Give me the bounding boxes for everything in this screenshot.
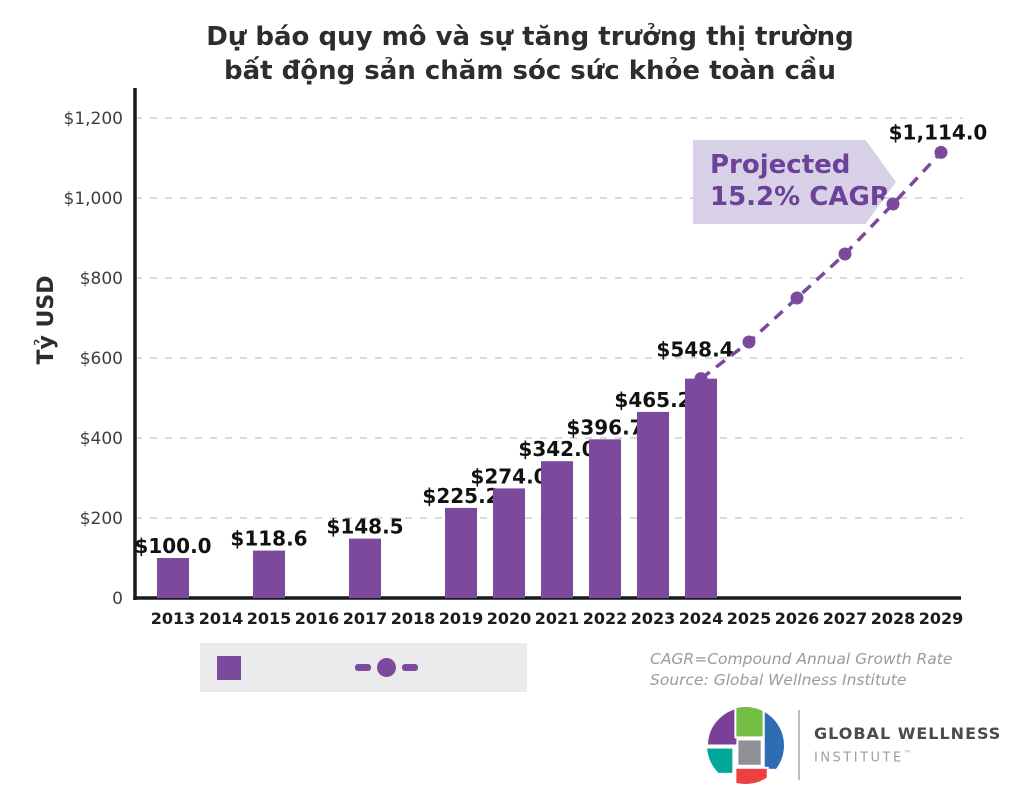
dash-icon bbox=[355, 664, 371, 671]
x-tick-label-2028: 2028 bbox=[871, 609, 916, 628]
x-tick-label-2023: 2023 bbox=[631, 609, 676, 628]
x-tick-label-2021: 2021 bbox=[535, 609, 580, 628]
bar-2019 bbox=[445, 507, 477, 598]
institute-text: INSTITUTE bbox=[814, 750, 904, 766]
bar-value-label-2017: $148.5 bbox=[326, 515, 403, 539]
y-axis-title: Tỷ USD bbox=[34, 275, 59, 365]
bar-2023 bbox=[637, 411, 669, 598]
legend-projection-symbol bbox=[355, 658, 418, 677]
projection-value-label-2029: $1,114.0 bbox=[889, 120, 988, 144]
bar-value-label-2019: $225.2 bbox=[422, 484, 499, 508]
projection-dot-2025 bbox=[742, 335, 756, 349]
projection-dot-2026 bbox=[790, 291, 804, 305]
callout-line2: 15.2% CAGR bbox=[710, 182, 890, 212]
dot-icon bbox=[377, 658, 396, 677]
y-tick-label-800: $800 bbox=[80, 269, 123, 289]
bar-value-label-2023: $465.2 bbox=[614, 388, 691, 412]
bar-2015 bbox=[253, 550, 285, 598]
callout-line1: Projected bbox=[710, 150, 851, 180]
y-tick-label-1000: $1,000 bbox=[64, 189, 123, 209]
bar-value-label-2015: $118.6 bbox=[230, 527, 307, 551]
x-tick-label-2016: 2016 bbox=[295, 609, 340, 628]
bar-2013 bbox=[157, 558, 189, 598]
x-tick-label-2017: 2017 bbox=[343, 609, 388, 628]
x-tick-label-2015: 2015 bbox=[247, 609, 292, 628]
legend bbox=[200, 643, 527, 692]
chart-title: Dự báo quy mô và sự tăng trưởng thị trườ… bbox=[36, 20, 1024, 88]
projection-dot-2027 bbox=[838, 247, 852, 261]
bar-value-label-2022: $396.7 bbox=[566, 415, 643, 439]
dash-icon bbox=[402, 664, 418, 671]
projection-line bbox=[699, 151, 943, 381]
x-tick-label-2014: 2014 bbox=[199, 609, 244, 628]
projection-dot-2029 bbox=[934, 145, 948, 159]
footnotes: CAGR=Compound Annual Growth Rate Source:… bbox=[650, 649, 952, 691]
gwi-logo-institute: INSTITUTE™ bbox=[814, 745, 1001, 767]
gwi-logo-name: GLOBAL WELLNESS bbox=[814, 723, 1002, 743]
y-tick-label-200: $200 bbox=[80, 509, 123, 529]
gwi-logo: GLOBAL WELLNESS INSTITUTE™ bbox=[707, 705, 1001, 785]
gwi-logo-mark-icon bbox=[707, 706, 784, 784]
x-tick-label-2013: 2013 bbox=[151, 609, 196, 628]
x-tick-label-2025: 2025 bbox=[727, 609, 772, 628]
projected-cagr-callout: Projected 15.2% CAGR bbox=[693, 140, 896, 224]
bar-value-label-2021: $342.0 bbox=[518, 437, 595, 461]
y-tick-label-600: $600 bbox=[80, 349, 123, 369]
x-tick-label-2029: 2029 bbox=[919, 609, 964, 628]
chart-title-line2: bất động sản chăm sóc sức khỏe toàn cầu bbox=[224, 56, 836, 86]
y-tick-label-1200: $1,200 bbox=[64, 109, 123, 129]
source-note: Source: Global Wellness Institute bbox=[650, 671, 907, 689]
y-tick-label-400: $400 bbox=[80, 429, 123, 449]
x-tick-label-2027: 2027 bbox=[823, 609, 868, 628]
projection-dot-2024 bbox=[694, 372, 708, 386]
bar-2022 bbox=[589, 439, 621, 598]
legend-bar-swatch-icon bbox=[217, 655, 241, 680]
bar-value-label-2020: $274.0 bbox=[470, 464, 547, 488]
x-tick-label-2020: 2020 bbox=[487, 609, 532, 628]
bar-2021 bbox=[541, 461, 573, 598]
projection-dot-2028 bbox=[886, 197, 900, 211]
gwi-logo-divider bbox=[798, 710, 800, 780]
trademark: ™ bbox=[903, 748, 912, 758]
x-tick-label-2019: 2019 bbox=[439, 609, 484, 628]
x-tick-label-2026: 2026 bbox=[775, 609, 820, 628]
bar-2024 bbox=[685, 378, 717, 598]
bar-value-label-2024: $548.4 bbox=[656, 338, 733, 362]
y-tick-label-0: 0 bbox=[112, 589, 123, 609]
bar-2020 bbox=[493, 488, 525, 598]
bar-2017 bbox=[349, 538, 381, 598]
x-tick-label-2024: 2024 bbox=[679, 609, 724, 628]
bar-value-label-2013: $100.0 bbox=[134, 534, 211, 558]
cagr-note: CAGR=Compound Annual Growth Rate bbox=[650, 650, 953, 668]
x-tick-label-2022: 2022 bbox=[583, 609, 628, 628]
chart-title-line1: Dự báo quy mô và sự tăng trưởng thị trườ… bbox=[206, 22, 854, 52]
x-tick-label-2018: 2018 bbox=[391, 609, 436, 628]
